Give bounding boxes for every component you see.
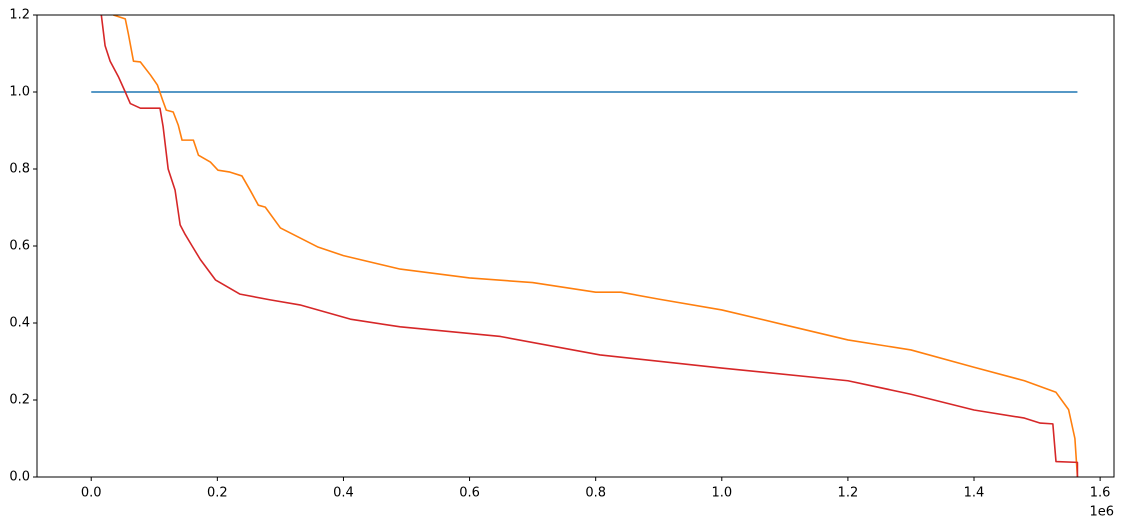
y-tick-label: 1.0 <box>9 85 30 100</box>
y-tick-label: 1.2 <box>9 8 30 23</box>
y-tick-label: 0.0 <box>9 470 30 485</box>
plot-area <box>91 15 1079 477</box>
x-tick-label: 0.0 <box>81 486 102 501</box>
series-line <box>113 15 1079 477</box>
x-tick-label: 1.0 <box>711 486 732 501</box>
y-tick-label: 0.2 <box>9 393 30 408</box>
y-tick-label: 0.6 <box>9 239 30 254</box>
x-tick-label: 1.6 <box>1090 486 1111 501</box>
x-tick-label: 0.4 <box>333 486 354 501</box>
x-tick-label: 1.4 <box>964 486 985 501</box>
y-tick-label: 0.8 <box>9 162 30 177</box>
y-tick-label: 0.4 <box>9 316 30 331</box>
x-tick-label: 0.2 <box>207 486 228 501</box>
series-line <box>100 15 1079 477</box>
x-offset-text: 1e6 <box>1089 505 1114 520</box>
x-tick-label: 0.8 <box>585 486 606 501</box>
x-tick-label: 0.6 <box>459 486 480 501</box>
axes-frame <box>36 14 1115 478</box>
x-tick-label: 1.2 <box>838 486 859 501</box>
